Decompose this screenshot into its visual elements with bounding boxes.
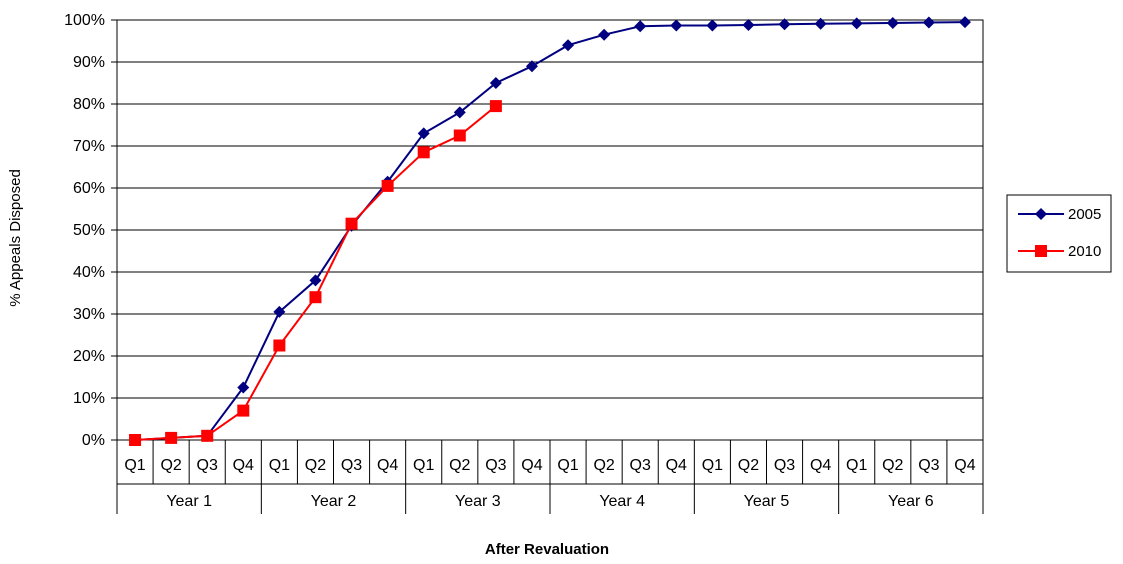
x-tick-quarter: Q3 (630, 457, 651, 474)
x-tick-year: Year 6 (888, 493, 934, 510)
x-tick-quarter: Q2 (738, 457, 759, 474)
x-tick-quarter: Q2 (305, 457, 326, 474)
x-axis-title: After Revaluation (485, 541, 609, 558)
x-tick-year: Year 5 (744, 493, 790, 510)
series-line-2010 (134, 105, 497, 441)
y-tick-label: 80% (73, 96, 105, 113)
data-point-2005 (598, 28, 611, 41)
y-tick-label: 30% (73, 306, 105, 323)
legend-marker-2010 (1035, 245, 1047, 257)
data-point-2005 (634, 20, 647, 33)
x-tick-year: Year 4 (599, 493, 645, 510)
data-point-2010 (237, 404, 250, 417)
data-point-2010 (381, 179, 394, 192)
gridlines (111, 19, 984, 441)
x-tick-quarter: Q2 (160, 457, 181, 474)
data-point-2010 (417, 146, 430, 159)
x-tick-quarter: Q1 (846, 457, 867, 474)
data-point-2005 (237, 381, 250, 394)
y-tick-label: 100% (64, 12, 105, 29)
y-tick-label: 10% (73, 390, 105, 407)
data-point-2005 (850, 17, 863, 30)
y-tick-label: 40% (73, 264, 105, 281)
x-tick-quarter: Q4 (377, 457, 398, 474)
data-point-2010 (309, 291, 322, 304)
y-tick-label: 20% (73, 348, 105, 365)
y-axis-title: % Appeals Disposed (7, 169, 24, 307)
data-point-2005 (309, 274, 322, 287)
data-point-2005 (525, 60, 538, 73)
x-tick-quarter: Q1 (413, 457, 434, 474)
x-tick-year: Year 1 (166, 493, 212, 510)
data-point-2005 (706, 19, 719, 32)
x-tick-quarter: Q1 (269, 457, 290, 474)
data-point-2005 (814, 17, 827, 30)
series-layer (129, 16, 971, 446)
legend-label-2005: 2005 (1068, 206, 1101, 223)
data-point-2010 (345, 217, 358, 230)
x-tick-year: Year 2 (311, 493, 357, 510)
legend-box (1006, 194, 1112, 273)
data-point-2010 (489, 100, 502, 113)
legend-marker-2005 (1035, 208, 1047, 220)
data-point-2005 (742, 19, 755, 32)
data-point-2005 (922, 16, 935, 29)
y-tick-label: 90% (73, 54, 105, 71)
data-point-2005 (562, 39, 575, 52)
data-point-2005 (958, 16, 971, 29)
data-point-2010 (273, 339, 286, 352)
data-point-2010 (453, 129, 466, 142)
x-tick-year: Year 3 (455, 493, 501, 510)
x-tick-quarter: Q2 (882, 457, 903, 474)
data-point-2005 (453, 106, 466, 119)
y-axis-ticks: 0% 10% 20% 30% 40% 50% 60% 70% 80% 90% 100% (64, 12, 105, 449)
data-point-2010 (165, 431, 178, 444)
data-point-2005 (273, 305, 286, 318)
data-point-2010 (129, 434, 142, 446)
legend-label-2010: 2010 (1068, 243, 1101, 260)
y-tick-label: 70% (73, 138, 105, 155)
x-tick-quarter: Q1 (557, 457, 578, 474)
y-tick-label: 60% (73, 180, 105, 197)
x-axis: Q1 Q2 Q3 Q4 Q1 Q2 Q3 Q4 Q1 Q2 Q3 Q4 Q1 Q2 Q3 Q4 Q1 Q2 Q3 Q4… (116, 440, 984, 514)
y-tick-label: 0% (82, 432, 105, 449)
x-tick-quarter: Q1 (124, 457, 145, 474)
x-tick-quarter: Q4 (666, 457, 687, 474)
data-point-2005 (417, 127, 430, 140)
x-tick-quarter: Q4 (810, 457, 831, 474)
x-tick-quarter: Q4 (521, 457, 542, 474)
data-point-2005 (886, 16, 899, 29)
data-point-2005 (778, 18, 791, 31)
x-tick-quarter: Q4 (233, 457, 254, 474)
x-tick-quarter: Q2 (449, 457, 470, 474)
data-point-2010 (201, 429, 214, 442)
x-tick-quarter: Q2 (593, 457, 614, 474)
x-tick-quarter: Q4 (954, 457, 975, 474)
x-tick-quarter: Q3 (918, 457, 939, 474)
x-tick-quarter: Q1 (702, 457, 723, 474)
data-point-2005 (670, 19, 683, 32)
y-tick-label: 50% (73, 222, 105, 239)
legend: 2005 2010 (1006, 194, 1112, 273)
data-point-2005 (489, 77, 502, 89)
x-tick-quarter: Q3 (774, 457, 795, 474)
x-tick-quarter: Q3 (485, 457, 506, 474)
x-tick-quarter: Q3 (197, 457, 218, 474)
series-line-2005 (134, 21, 965, 441)
x-tick-quarter: Q3 (341, 457, 362, 474)
